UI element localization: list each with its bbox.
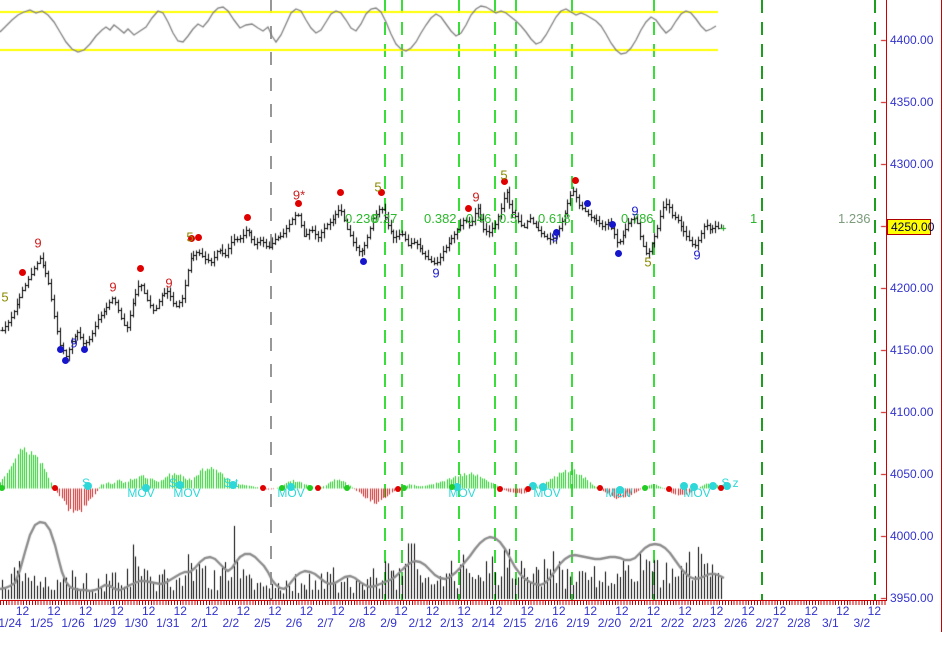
price-axis-line bbox=[886, 0, 887, 601]
last-price-value: 4250.00 bbox=[891, 220, 935, 234]
time-axis-ticks bbox=[0, 601, 886, 605]
last-price-box: 4250.00 bbox=[887, 219, 935, 235]
time-axis-line bbox=[0, 600, 887, 601]
window-border-right bbox=[941, 0, 942, 632]
